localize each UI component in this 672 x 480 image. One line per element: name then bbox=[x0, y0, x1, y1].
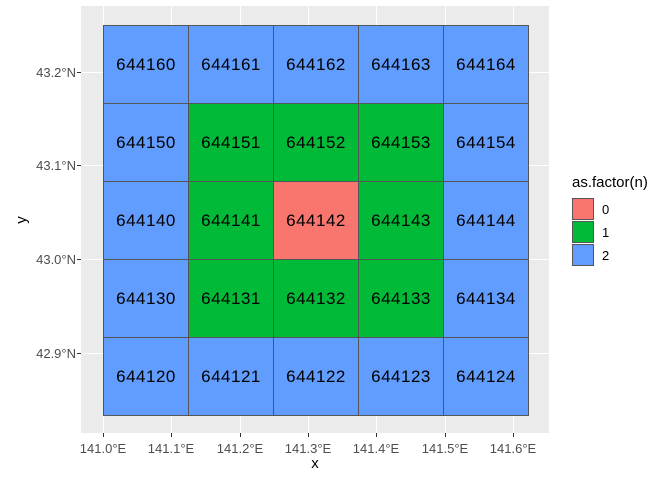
mesh-tile: 644153 bbox=[359, 104, 443, 181]
y-tick-mark bbox=[77, 353, 81, 354]
mesh-tile: 644122 bbox=[274, 338, 358, 415]
x-tick-mark bbox=[308, 433, 309, 437]
legend-entries: 0 1 2 bbox=[572, 198, 648, 266]
x-tick-label: 141.0°E bbox=[79, 441, 127, 456]
mesh-tile: 644142 bbox=[274, 182, 358, 259]
mesh-tile: 644132 bbox=[274, 260, 358, 337]
legend-entry: 2 bbox=[572, 244, 648, 266]
mesh-tile: 644140 bbox=[104, 182, 188, 259]
x-tick-label: 141.6°E bbox=[489, 441, 537, 456]
legend-key-swatch bbox=[572, 198, 594, 220]
x-tick-mark bbox=[240, 433, 241, 437]
x-tick-label: 141.3°E bbox=[284, 441, 332, 456]
legend-entry: 1 bbox=[572, 221, 648, 243]
mesh-tile: 644162 bbox=[274, 26, 358, 103]
y-tick-mark bbox=[77, 259, 81, 260]
y-tick-mark bbox=[77, 72, 81, 73]
x-tick-label: 141.4°E bbox=[352, 441, 400, 456]
mesh-tile: 644130 bbox=[104, 260, 188, 337]
mesh-tile: 644164 bbox=[444, 26, 528, 103]
y-tick-label: 43.0°N bbox=[36, 252, 76, 267]
legend: as.factor(n) 0 1 2 bbox=[572, 174, 648, 267]
mesh-tile-grid: 644160 644161 644162 644163 644164 644150 6441… bbox=[103, 25, 529, 416]
mesh-tile: 644144 bbox=[444, 182, 528, 259]
legend-key-label: 1 bbox=[602, 224, 610, 240]
mesh-tile: 644133 bbox=[359, 260, 443, 337]
mesh-tile: 644141 bbox=[189, 182, 273, 259]
mesh-tile: 644154 bbox=[444, 104, 528, 181]
x-tick-mark bbox=[445, 433, 446, 437]
y-tick-label: 42.9°N bbox=[36, 346, 76, 361]
x-axis-title: x bbox=[311, 455, 319, 472]
x-tick-mark bbox=[171, 433, 172, 437]
y-tick-label: 43.1°N bbox=[36, 158, 76, 173]
legend-key-label: 2 bbox=[602, 247, 610, 263]
legend-title: as.factor(n) bbox=[572, 174, 648, 191]
mesh-tile: 644143 bbox=[359, 182, 443, 259]
y-axis-title: y bbox=[13, 216, 30, 224]
mesh-tile: 644161 bbox=[189, 26, 273, 103]
mesh-tile: 644123 bbox=[359, 338, 443, 415]
mesh-tile: 644163 bbox=[359, 26, 443, 103]
mesh-tile: 644121 bbox=[189, 338, 273, 415]
x-tick-mark bbox=[103, 433, 104, 437]
x-tick-label: 141.5°E bbox=[421, 441, 469, 456]
y-tick-label: 43.2°N bbox=[36, 65, 76, 80]
mesh-tile: 644124 bbox=[444, 338, 528, 415]
mesh-tile: 644120 bbox=[104, 338, 188, 415]
x-tick-label: 141.2°E bbox=[216, 441, 264, 456]
x-tick-label: 141.1°E bbox=[147, 441, 195, 456]
mesh-tile: 644134 bbox=[444, 260, 528, 337]
legend-key-label: 0 bbox=[602, 201, 610, 217]
legend-key-swatch bbox=[572, 221, 594, 243]
legend-key-swatch bbox=[572, 244, 594, 266]
x-tick-mark bbox=[376, 433, 377, 437]
mesh-tile: 644152 bbox=[274, 104, 358, 181]
mesh-tile: 644160 bbox=[104, 26, 188, 103]
y-tick-mark bbox=[77, 165, 81, 166]
x-tick-mark bbox=[513, 433, 514, 437]
legend-entry: 0 bbox=[572, 198, 648, 220]
mesh-tile: 644131 bbox=[189, 260, 273, 337]
mesh-tile: 644151 bbox=[189, 104, 273, 181]
mesh-tile: 644150 bbox=[104, 104, 188, 181]
